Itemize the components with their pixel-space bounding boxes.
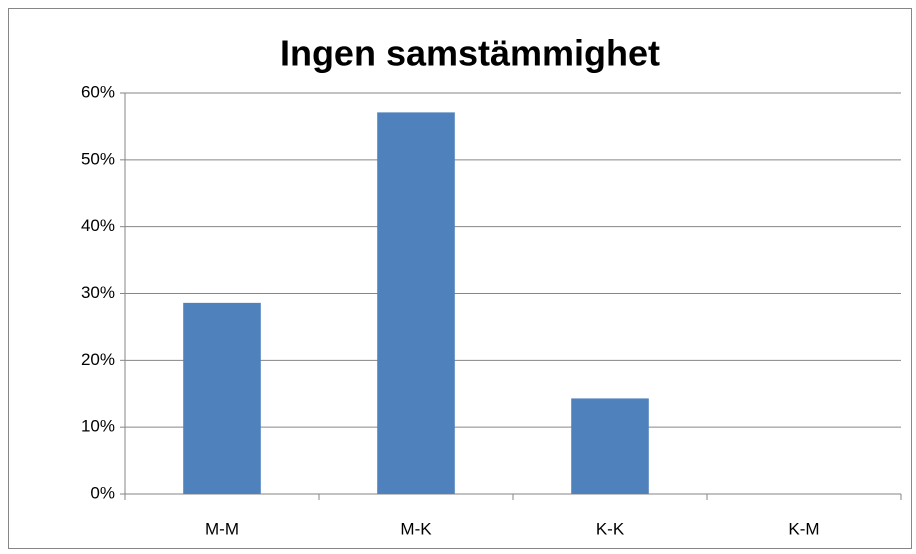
bar <box>571 398 649 494</box>
x-tick-label: M-K <box>400 519 432 538</box>
y-tick-label: 60% <box>81 82 115 101</box>
bar <box>183 302 261 494</box>
bar <box>377 112 455 495</box>
y-tick-label: 50% <box>81 149 115 168</box>
y-tick-label: 40% <box>81 216 115 235</box>
x-tick-label: K-M <box>788 519 819 538</box>
chart-title: Ingen samstämmighet <box>280 33 660 74</box>
y-tick-label: 30% <box>81 283 115 302</box>
y-tick-label: 10% <box>81 417 115 436</box>
chart-border <box>8 8 912 549</box>
x-tick-label: M-M <box>205 519 239 538</box>
y-tick-label: 0% <box>90 483 115 502</box>
y-tick-label: 20% <box>81 350 115 369</box>
x-tick-label: K-K <box>596 519 625 538</box>
